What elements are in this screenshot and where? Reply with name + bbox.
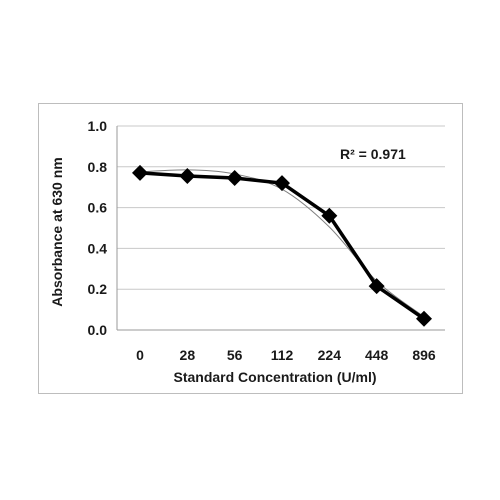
data-point-marker: [132, 164, 148, 181]
y-tick-label: 0.4: [88, 240, 108, 256]
data-point-marker: [226, 170, 243, 187]
x-tick-label: 0: [136, 347, 144, 363]
trendline-curve: [139, 169, 425, 318]
data-point-marker: [179, 167, 196, 184]
y-tick-label: 0.6: [88, 200, 108, 216]
y-tick-labels: 0.0 0.2 0.4 0.6 0.8 1.0: [88, 118, 108, 338]
y-axis-title: Absorbance at 630 nm: [49, 157, 65, 306]
y-tick-label: 0.8: [88, 159, 108, 175]
series-line: [139, 171, 425, 321]
x-tick-label: 28: [180, 347, 196, 363]
x-tick-label: 224: [318, 347, 342, 363]
series: [132, 164, 432, 327]
x-axis-title: Standard Concentration (U/ml): [173, 369, 376, 385]
data-point-marker: [274, 175, 290, 192]
r-squared-annotation: R² = 0.971: [340, 146, 406, 162]
x-tick-label: 448: [365, 347, 389, 363]
gridlines: [116, 125, 445, 331]
y-tick-label: 1.0: [88, 118, 108, 134]
y-tick-label: 0.0: [88, 322, 108, 338]
data-point-marker: [368, 278, 385, 295]
x-tick-label: 56: [227, 347, 243, 363]
x-tick-label: 896: [412, 347, 436, 363]
y-tick-label: 0.2: [88, 281, 108, 297]
x-tick-labels: 0 28 56 112 224 448 896: [136, 347, 436, 363]
data-point-marker: [416, 310, 432, 327]
data-point-marker: [321, 207, 338, 224]
trendline: [139, 169, 425, 318]
x-tick-label: 112: [271, 347, 294, 363]
